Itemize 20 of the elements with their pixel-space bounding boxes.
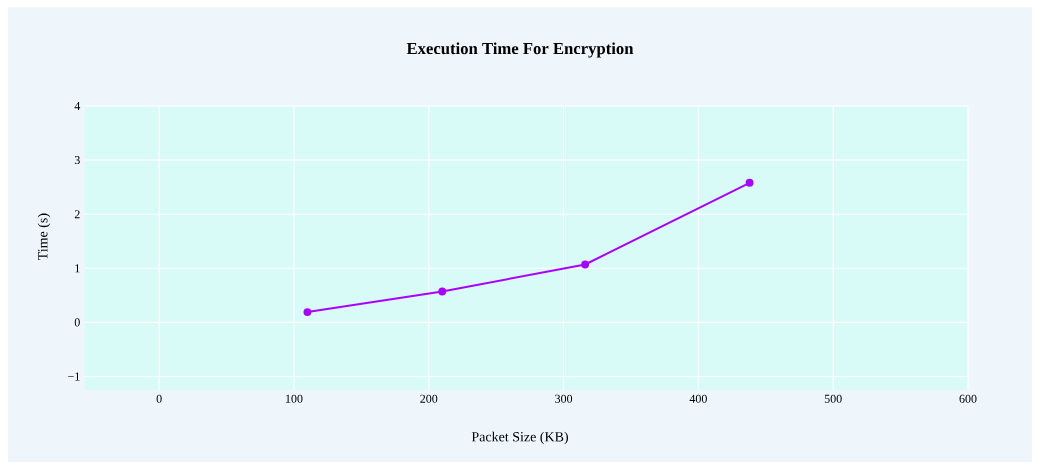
chart-title: Execution Time For Encryption xyxy=(406,42,634,58)
y-tick-label: 3 xyxy=(74,156,80,165)
x-tick-label: 400 xyxy=(689,394,707,403)
x-tick-label: 100 xyxy=(286,394,303,403)
y-axis-title: Time (s) xyxy=(37,213,51,261)
y-tick-label: 0 xyxy=(74,318,80,327)
y-tick-label: 4 xyxy=(74,102,81,110)
x-tick-label: 500 xyxy=(824,394,842,403)
x-axis-title: Packet Size (KB) xyxy=(471,431,568,445)
point xyxy=(581,260,590,269)
point xyxy=(438,287,447,296)
y-tick-label: −1 xyxy=(68,372,80,381)
point xyxy=(303,308,312,317)
point xyxy=(745,178,754,187)
x-tick-label: 300 xyxy=(555,394,573,403)
x-tick-label: 0 xyxy=(156,394,162,403)
y-tick-label: 1 xyxy=(75,264,80,273)
x-tick-label: 200 xyxy=(420,394,438,403)
y-tick-label: 2 xyxy=(74,210,80,219)
x-tick-label: 600 xyxy=(959,394,977,403)
